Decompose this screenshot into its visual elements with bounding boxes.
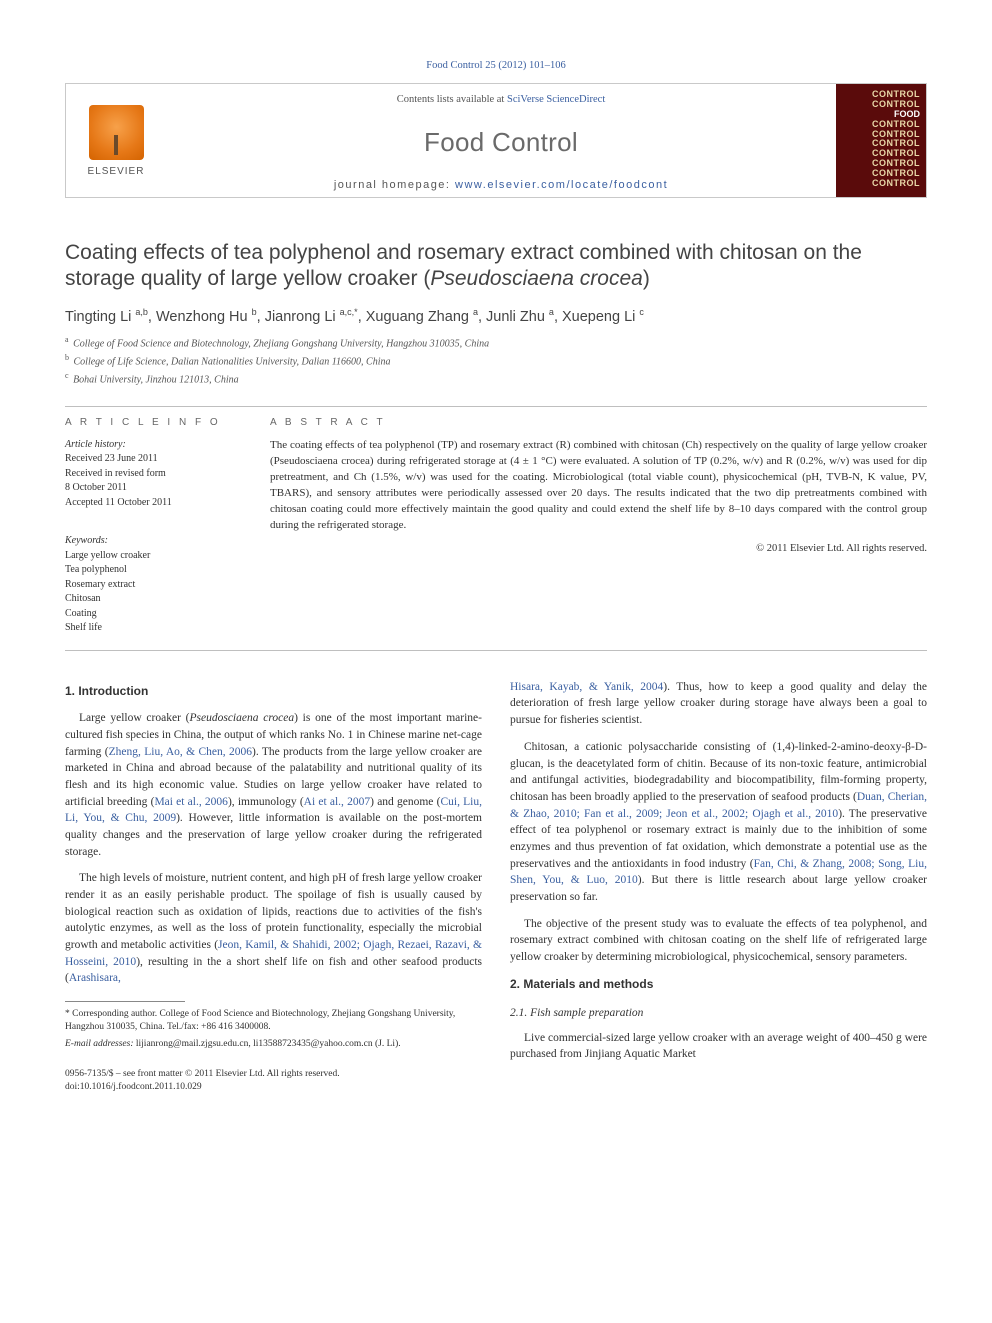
text: ), immunology ( xyxy=(228,796,304,808)
keyword: Chitosan xyxy=(65,593,101,604)
abstract-text: The coating effects of tea polyphenol (T… xyxy=(270,438,927,534)
title-species: Pseudosciaena crocea xyxy=(430,267,642,290)
footnote-rule xyxy=(65,1001,185,1002)
footnote-block: * Corresponding author. College of Food … xyxy=(65,1001,482,1094)
sciencedirect-link[interactable]: SciVerse ScienceDirect xyxy=(507,94,605,105)
article-info-left: A R T I C L E I N F O Article history: R… xyxy=(65,406,270,650)
email-label: E-mail addresses: xyxy=(65,1039,134,1049)
methods-para-1: Live commercial-sized large yellow croak… xyxy=(510,1030,927,1063)
history-line: Received in revised form xyxy=(65,468,166,479)
section-1-head: 1. Introduction xyxy=(65,683,482,700)
contents-prefix: Contents lists available at xyxy=(397,94,507,105)
article-title: Coating effects of tea polyphenol and ro… xyxy=(65,240,927,293)
text: Large yellow croaker ( xyxy=(79,712,189,724)
intro-para-3: Chitosan, a cationic polysaccharide cons… xyxy=(510,739,927,906)
abstract-copyright: © 2011 Elsevier Ltd. All rights reserved… xyxy=(270,543,927,554)
keyword: Large yellow croaker xyxy=(65,550,150,561)
citation-link[interactable]: Zheng, Liu, Ao, & Chen, 2006 xyxy=(109,746,252,758)
text: Chitosan, a cationic polysaccharide cons… xyxy=(524,741,915,753)
history-line: Accepted 11 October 2011 xyxy=(65,497,172,508)
intro-para-2: The high levels of moisture, nutrient co… xyxy=(65,870,482,987)
body-columns: 1. Introduction Large yellow croaker (Ps… xyxy=(65,679,927,1094)
info-head-left: A R T I C L E I N F O xyxy=(65,417,254,428)
title-part-b: ) xyxy=(643,267,650,290)
corresponding-author-note: * Corresponding author. College of Food … xyxy=(65,1008,482,1034)
citation-link[interactable]: Mai et al., 2006 xyxy=(154,796,228,808)
citation-link[interactable]: Arashisara, xyxy=(69,972,121,984)
masthead: ELSEVIER Contents lists available at Sci… xyxy=(65,83,927,198)
email-addresses: lijianrong@mail.zjgsu.edu.cn, li13588723… xyxy=(134,1039,401,1049)
cover-line: CONTROL xyxy=(842,179,920,189)
keywords-block: Keywords: Large yellow croaker Tea polyp… xyxy=(65,534,254,636)
doi-line: doi:10.1016/j.foodcont.2011.10.029 xyxy=(65,1081,482,1094)
intro-para-2-cont: Hisara, Kayab, & Yanik, 2004). Thus, how… xyxy=(510,679,927,729)
article-info-row: A R T I C L E I N F O Article history: R… xyxy=(65,406,927,651)
homepage-line: journal homepage: www.elsevier.com/locat… xyxy=(334,179,668,191)
history-line: 8 October 2011 xyxy=(65,482,127,493)
author-list: Tingting Li a,b, Wenzhong Hu b, Jianrong… xyxy=(65,307,927,325)
section-2-1-head: 2.1. Fish sample preparation xyxy=(510,1005,927,1022)
intro-para-4: The objective of the present study was t… xyxy=(510,916,927,966)
homepage-prefix: journal homepage: xyxy=(334,179,455,191)
keyword: Rosemary extract xyxy=(65,579,135,590)
journal-title: Food Control xyxy=(424,127,578,158)
history-line: Received 23 June 2011 xyxy=(65,453,158,464)
info-head-right: A B S T R A C T xyxy=(270,417,927,428)
citation-link[interactable]: Hisara, Kayab, & Yanik, 2004 xyxy=(510,681,663,693)
keyword: Tea polyphenol xyxy=(65,564,127,575)
homepage-link[interactable]: www.elsevier.com/locate/foodcont xyxy=(455,179,668,191)
elsevier-tree-icon xyxy=(89,105,144,160)
running-head: Food Control 25 (2012) 101–106 xyxy=(65,60,927,71)
issn-line: 0956-7135/$ – see front matter © 2011 El… xyxy=(65,1068,482,1081)
article-history: Article history: Received 23 June 2011 R… xyxy=(65,438,254,511)
keyword: Coating xyxy=(65,608,97,619)
keywords-label: Keywords: xyxy=(65,535,108,546)
publisher-name: ELSEVIER xyxy=(88,166,145,177)
intro-para-1: Large yellow croaker (Pseudosciaena croc… xyxy=(65,710,482,860)
keyword: Shelf life xyxy=(65,622,102,633)
species-name: Pseudosciaena crocea xyxy=(189,712,294,724)
text: ) and genome ( xyxy=(370,796,440,808)
citation-link[interactable]: Ai et al., 2007 xyxy=(304,796,370,808)
publisher-logo: ELSEVIER xyxy=(66,84,166,197)
masthead-center: Contents lists available at SciVerse Sci… xyxy=(166,84,836,197)
email-note: E-mail addresses: lijianrong@mail.zjgsu.… xyxy=(65,1038,482,1051)
article-info-right: A B S T R A C T The coating effects of t… xyxy=(270,407,927,650)
contents-line: Contents lists available at SciVerse Sci… xyxy=(397,94,605,105)
text: D xyxy=(915,741,923,753)
history-label: Article history: xyxy=(65,439,126,450)
journal-cover-thumb: CONTROL CONTROL FOOD CONTROL CONTROL CON… xyxy=(836,84,926,197)
affiliations: a College of Food Science and Biotechnol… xyxy=(65,334,927,387)
section-2-head: 2. Materials and methods xyxy=(510,976,927,993)
